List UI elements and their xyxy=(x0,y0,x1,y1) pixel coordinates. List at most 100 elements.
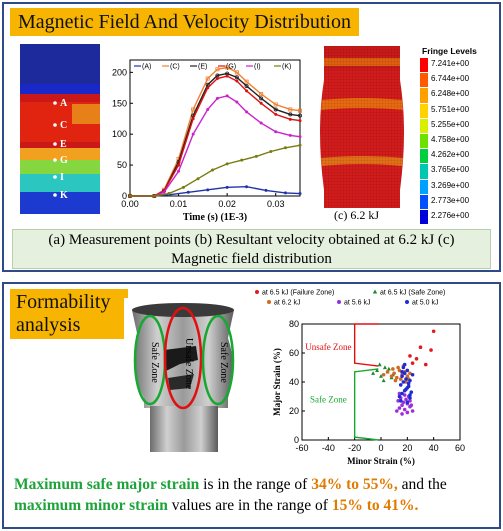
series-point xyxy=(206,107,210,111)
series-point xyxy=(191,107,196,112)
point-label-a: A xyxy=(60,98,68,109)
velocity-y-tick-label: 0 xyxy=(122,191,127,201)
series-point xyxy=(298,192,302,196)
scatter-point xyxy=(396,365,400,370)
series-point xyxy=(152,194,156,198)
fringe-level-label: 5.751e+00 xyxy=(431,104,470,114)
fld-legend-label: at 6.5 kJ (Failure Zone) xyxy=(262,290,334,297)
point-label-k: K xyxy=(60,190,68,201)
scatter-point xyxy=(405,400,410,405)
series-point xyxy=(162,190,166,194)
series-line-3 xyxy=(130,75,301,197)
fringe-swatch xyxy=(420,179,428,194)
scatter-point xyxy=(371,371,376,375)
scatter-point xyxy=(396,399,400,403)
fld-x-tick-label: -20 xyxy=(348,443,361,453)
series-line-5 xyxy=(130,144,301,197)
bottom-title-line2: analysis xyxy=(16,314,81,336)
velocity-legend-label: (A) xyxy=(142,64,151,71)
point-label-c: C xyxy=(60,120,67,131)
series-point xyxy=(259,92,264,97)
fld-y-axis-label: Major Strain (%) xyxy=(272,348,282,416)
point-label-i: I xyxy=(60,172,64,183)
series-point xyxy=(259,121,263,125)
scatter-point xyxy=(418,345,423,349)
scatter-point xyxy=(401,400,406,405)
scatter-point xyxy=(398,377,403,381)
scatter-point xyxy=(402,371,407,376)
scatter-point xyxy=(397,368,402,373)
series-point xyxy=(269,149,273,153)
series-point xyxy=(259,101,263,105)
summary-text-2: and the xyxy=(397,476,447,493)
fringe-swatch xyxy=(420,118,428,133)
series-point xyxy=(245,89,249,93)
velocity-legend-label: (E) xyxy=(198,64,207,71)
velocity-legend-label: (G) xyxy=(226,64,236,71)
scatter-point xyxy=(405,368,410,373)
series-point xyxy=(181,185,185,189)
scatter-point xyxy=(406,381,411,386)
scatter-point xyxy=(429,348,433,352)
fringe-swatch xyxy=(420,134,428,149)
scatter-point xyxy=(398,399,403,403)
velocity-legend-label: (C) xyxy=(170,64,180,71)
series-point xyxy=(297,108,302,113)
fld-plot-frame xyxy=(301,323,461,441)
scatter-point xyxy=(409,403,414,407)
scatter-point xyxy=(423,362,428,367)
scatter-point xyxy=(397,394,402,399)
scatter-point xyxy=(400,374,404,378)
fld-y-tick-label: 80 xyxy=(289,319,299,329)
velocity-y-tick-label: 150 xyxy=(112,98,127,108)
scatter-point xyxy=(382,365,387,370)
series-point xyxy=(206,86,210,90)
series-point xyxy=(177,169,181,173)
photo-label-unsafe: Unsafe Zone xyxy=(183,338,194,390)
series-point xyxy=(297,113,302,118)
scatter-point xyxy=(410,372,415,377)
scatter-point xyxy=(408,393,412,397)
fringe-swatch xyxy=(420,194,428,209)
fld-y-tick-label: 60 xyxy=(289,348,299,358)
series-point xyxy=(177,163,181,167)
fringe-levels-title: Fringe Levels xyxy=(422,46,477,56)
series-point xyxy=(244,79,249,84)
fringe-level-label: 3.765e+00 xyxy=(431,165,470,175)
series-point xyxy=(215,67,220,72)
series-point xyxy=(234,75,239,80)
legend-marker xyxy=(405,300,409,304)
top-caption-line1: (a) Measurement points (b) Resultant vel… xyxy=(48,232,455,248)
series-point xyxy=(191,132,195,136)
scatter-point xyxy=(389,374,394,378)
velocity-x-tick-label: 0.00 xyxy=(121,199,139,209)
velocity-x-axis-label: Time (s) (1E-3) xyxy=(183,212,247,222)
point-label-e: E xyxy=(60,139,67,150)
series-point xyxy=(283,146,287,150)
fld-x-tick-label: 60 xyxy=(455,443,465,453)
scatter-point xyxy=(408,371,412,376)
fld-x-tick-label: 0 xyxy=(378,443,383,453)
series-point xyxy=(298,143,302,147)
series-point xyxy=(298,119,302,123)
series-point xyxy=(186,190,190,194)
legend-marker xyxy=(337,300,341,304)
series-point xyxy=(191,117,195,121)
photo-label-safe-right: Safe Zone xyxy=(218,342,229,383)
series-point xyxy=(225,162,229,166)
series-point xyxy=(245,185,249,189)
fld-x-tick-label: 20 xyxy=(402,443,412,453)
series-point xyxy=(288,112,293,117)
series-point xyxy=(274,130,278,134)
fringe-level-label: 4.262e+00 xyxy=(431,150,470,160)
scatter-point xyxy=(404,387,408,392)
scatter-point xyxy=(385,370,390,374)
series-line-4 xyxy=(130,95,301,197)
scatter-point xyxy=(397,391,402,396)
series-point xyxy=(235,100,239,104)
formed-tube-photo: Safe Zone Unsafe Zone Safe Zone xyxy=(124,298,242,456)
legend-marker xyxy=(267,300,271,304)
scatter-point xyxy=(400,370,404,374)
fringe-level-label: 4.758e+00 xyxy=(431,135,470,144)
series-point xyxy=(288,133,292,137)
